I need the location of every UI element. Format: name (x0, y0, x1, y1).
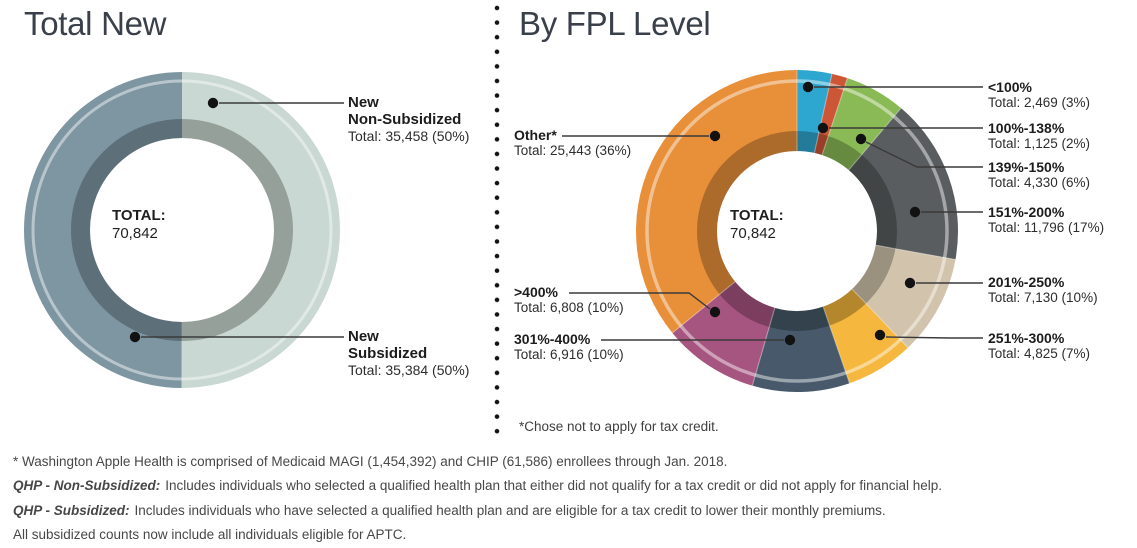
slice-label-heading: 301%-400% (514, 331, 591, 347)
total-new-center-total: TOTAL: 70,842 (112, 207, 166, 243)
footer-prefix: QHP - Non-Subsidized: (13, 478, 161, 493)
footer-text: Includes individuals who selected a qual… (165, 478, 942, 493)
slice-label-heading: 151%-200% (988, 204, 1065, 220)
slice-label-other: Other* Total: 25,443 (36%) (514, 127, 631, 159)
by-fpl-level-callout-dot-6 (784, 334, 796, 346)
by-fpl-level-callout-dot-3 (909, 206, 921, 218)
total-new-callout-dot-1 (129, 331, 141, 343)
by-fpl-level-slice-divider (848, 107, 902, 171)
by-fpl-level-callout-dot-2 (855, 133, 867, 145)
slice-label-lt-100: <100% Total: 2,469 (3%) (988, 79, 1090, 111)
slice-label-new-subsidized: New Subsidized Total: 35,384 (50%) (348, 328, 469, 379)
slice-label-total: Total: 2,469 (3%) (988, 95, 1091, 110)
footer-text: All subsidized counts now include all in… (13, 527, 407, 542)
slice-label-heading: New (348, 328, 379, 345)
footer-line-qhp-non-subsidized: QHP - Non-Subsidized: Includes individual… (13, 478, 942, 493)
total-new-inner-shadow-ring (71, 119, 293, 341)
slice-label-total: Total: 1,125 (2%) (988, 136, 1091, 151)
by-fpl-level-slice-divider (672, 281, 736, 334)
slice-label-total: Total: 4,330 (6%) (988, 175, 1091, 190)
slice-label-heading: >400% (514, 284, 558, 300)
by-fpl-level-slice-divider (821, 77, 849, 156)
by-fpl-level-slice-6 (752, 306, 850, 393)
slice-label-151-200: 151%-200% Total: 11,796 (17%) (988, 204, 1104, 236)
by-fpl-level-inner-shadow-ring (697, 131, 897, 331)
by-fpl-level-slice-divider (751, 307, 776, 386)
slice-label-heading: Subsidized (348, 345, 428, 362)
by-fpl-level-slice-divider (822, 306, 851, 384)
dotted-divider (494, 4, 500, 441)
slice-label-gt-400: >400% Total: 6,808 (10%) (514, 284, 624, 316)
center-total-value: 70,842 (730, 225, 776, 242)
slice-label-heading: 251%-300% (988, 330, 1065, 346)
slice-label-total: Total: 6,808 (10%) (514, 300, 624, 315)
slice-label-heading: <100% (988, 79, 1032, 95)
slice-label-heading: Non-Subsidized (348, 111, 462, 128)
slice-label-301-400: 301%-400% Total: 6,916 (10%) (514, 331, 624, 363)
by-fpl-level-slice-3 (848, 108, 958, 260)
slice-label-total: Total: 25,443 (36%) (514, 143, 632, 158)
tax-credit-footnote: *Chose not to apply for tax credit. (519, 419, 719, 434)
footer-line-apple-health: * Washington Apple Health is comprised o… (13, 454, 727, 469)
chart-title-by-fpl-level: By FPL Level (519, 5, 711, 42)
slice-label-total: Total: 11,796 (17%) (988, 220, 1105, 235)
by-fpl-level-slice-4 (852, 245, 956, 348)
slice-label-total: Total: 4,825 (7%) (988, 346, 1091, 361)
by-fpl-level-callout-dot-8 (709, 130, 721, 142)
footer-text: * Washington Apple Health is comprised o… (13, 454, 728, 469)
by-fpl-level-leader-line-7 (569, 292, 711, 310)
by-fpl-level-highlight-ring (645, 79, 949, 383)
slice-label-total: Total: 7,130 (10%) (988, 290, 1098, 305)
slice-label-heading: 100%-138% (988, 120, 1065, 136)
slice-label-100-138: 100%-138% Total: 1,125 (2%) (988, 120, 1090, 152)
total-new-highlight-ring (31, 79, 333, 381)
slice-label-total: Total: 35,458 (50%) (348, 128, 470, 144)
total-new-slice-0 (181, 72, 341, 389)
total-new-callout-dot-0 (207, 97, 219, 109)
by-fpl-level-slice-1 (814, 73, 848, 156)
by-fpl-level-slice-divider (875, 244, 956, 261)
slice-label-heading: Other* (514, 127, 557, 143)
by-fpl-level-slice-5 (823, 288, 908, 384)
by-fpl-level-callout-dot-7 (709, 306, 721, 318)
slice-label-139-150: 139%-150% Total: 4,330 (6%) (988, 159, 1090, 191)
footer-line-aptc: All subsidized counts now include all in… (13, 527, 406, 542)
by-fpl-level-leader-line-2 (865, 141, 983, 168)
slice-label-251-300: 251%-300% Total: 4,825 (7%) (988, 330, 1090, 362)
by-fpl-level-callout-dot-5 (874, 329, 886, 341)
by-fpl-level-slice-2 (822, 78, 902, 170)
center-total-label: TOTAL: (112, 207, 166, 224)
chart-title-total-new: Total New (24, 5, 167, 42)
slice-label-new-non-subsidized: New Non-Subsidized Total: 35,458 (50%) (348, 94, 469, 145)
footer-line-qhp-subsidized: QHP - Subsidized: Includes individuals wh… (13, 503, 886, 518)
footer-text: Includes individuals who have selected a… (134, 503, 886, 518)
center-total-label: TOTAL: (730, 207, 784, 224)
slice-label-heading: 139%-150% (988, 159, 1065, 175)
footer-prefix: QHP - Subsidized: (13, 503, 130, 518)
slice-label-201-250: 201%-250% Total: 7,130 (10%) (988, 274, 1098, 306)
slice-label-heading: New (348, 94, 379, 111)
center-total-value: 70,842 (112, 225, 158, 242)
by-fpl-level-callout-dot-1 (817, 122, 829, 134)
slice-label-total: Total: 6,916 (10%) (514, 347, 624, 362)
slice-label-heading: 201%-250% (988, 274, 1065, 290)
by-fpl-center-total: TOTAL: 70,842 (730, 207, 784, 243)
total-new-slice-1 (24, 72, 183, 388)
by-fpl-level-slice-7 (672, 281, 775, 386)
by-fpl-level-leader-line-5 (885, 336, 983, 339)
slice-label-total: Total: 35,384 (50%) (348, 362, 470, 378)
by-fpl-level-callout-dot-0 (802, 81, 814, 93)
by-fpl-level-callout-dot-4 (904, 277, 916, 289)
